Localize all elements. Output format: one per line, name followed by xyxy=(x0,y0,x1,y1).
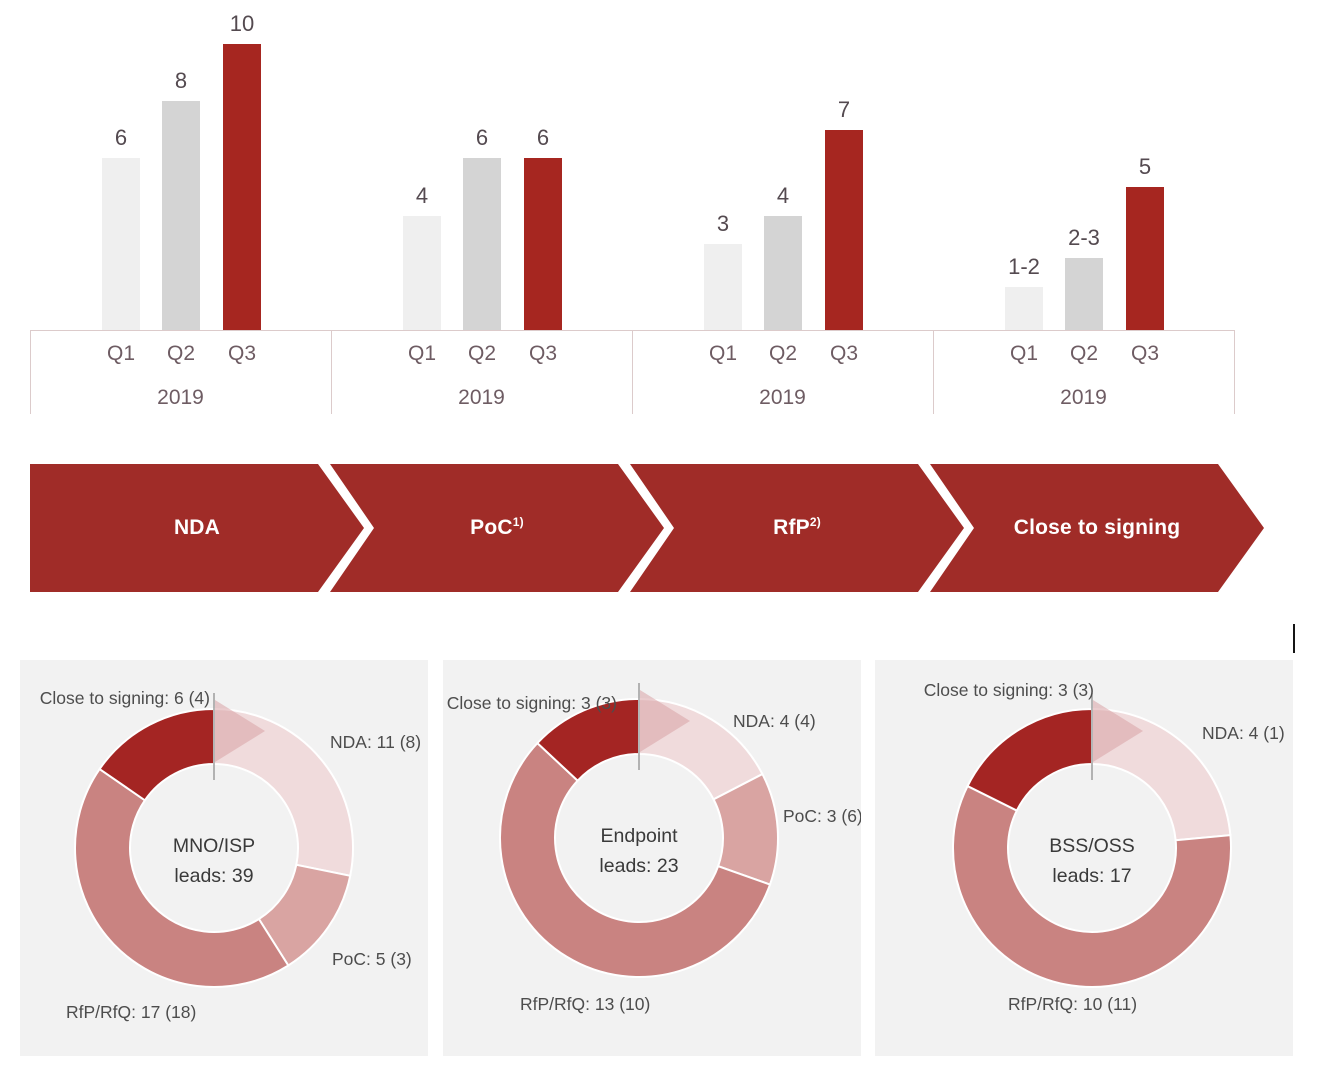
stage-label-superscript: 1) xyxy=(512,515,524,529)
axis-label-quarter: Q3 xyxy=(227,342,256,365)
bar-value-label: 8 xyxy=(174,68,188,93)
flow-direction-arrow-icon xyxy=(640,690,690,752)
quarterly-bar-chart: 6 Q1 8 Q2 10 Q3 2019 4 Q1 6 Q2 6 Q3 2019 3 Q1 4 Q2 7 Q3 2019… xyxy=(30,0,1235,415)
slice-label-nda: NDA: 4 (4) xyxy=(733,711,816,731)
slice-label-nda: NDA: 11 (8) xyxy=(330,732,421,752)
bar-value-label: 1-2 xyxy=(1008,254,1040,279)
bar-group: 1-2 Q1 2-3 Q2 5 Q3 2019 xyxy=(933,0,1234,415)
bar[interactable] xyxy=(223,44,261,330)
axis-label-quarter: Q3 xyxy=(1130,342,1159,365)
donut-slice-rfp[interactable] xyxy=(499,741,772,978)
stage-label: PoC1) xyxy=(470,516,524,540)
axis-label-quarter: Q3 xyxy=(528,342,557,365)
donut-slice-nda[interactable] xyxy=(213,707,354,877)
axis-label-quarter: Q2 xyxy=(467,342,496,365)
bar[interactable] xyxy=(463,158,501,330)
axis-separator-line xyxy=(933,330,934,414)
slice-label-close: Close to signing: 3 (3) xyxy=(924,680,1094,700)
bar-value-label: 10 xyxy=(229,11,255,36)
bar-group: 3 Q1 4 Q2 7 Q3 2019 xyxy=(632,0,933,415)
bar-group: 6 Q1 8 Q2 10 Q3 2019 xyxy=(30,0,331,415)
axis-label-year: 2019 xyxy=(157,386,204,409)
stage-label: Close to signing xyxy=(1014,516,1181,540)
stage-label-text: Close to signing xyxy=(1013,516,1181,539)
bar[interactable] xyxy=(1065,258,1103,330)
axis-label-quarter: Q1 xyxy=(407,342,436,365)
bar-value-label: 5 xyxy=(1138,154,1152,179)
bar[interactable] xyxy=(102,158,140,330)
axis-label-year: 2019 xyxy=(458,386,505,409)
bar[interactable] xyxy=(825,130,863,330)
bar-value-label: 3 xyxy=(716,211,730,236)
donut-center-label-line1: BSS/OSS xyxy=(1049,835,1135,857)
axis-label-quarter: Q1 xyxy=(106,342,135,365)
donut-center-label-line1: Endpoint xyxy=(601,825,679,847)
donut-panel: NDA: 4 (1) RfP/RfQ: 10 (11) Close to signi… xyxy=(875,660,1293,1056)
donut-center-label-line2: leads: 39 xyxy=(174,865,253,887)
axis-label-quarter: Q1 xyxy=(1009,342,1038,365)
axis-label-year: 2019 xyxy=(1060,386,1107,409)
slice-label-close: Close to signing: 3 (3) xyxy=(447,693,617,713)
flow-direction-arrow-icon xyxy=(215,700,265,762)
bar-group: 4 Q1 6 Q2 6 Q3 2019 xyxy=(331,0,632,415)
axis-label-quarter: Q3 xyxy=(829,342,858,365)
bar[interactable] xyxy=(704,244,742,330)
bar-value-label: 6 xyxy=(536,125,550,150)
slice-label-close: Close to signing: 6 (4) xyxy=(40,688,210,708)
axis-separator-line xyxy=(331,330,332,414)
axis-separator-line xyxy=(632,330,633,414)
axis-separator-line xyxy=(30,330,31,414)
slice-label-poc: PoC: 5 (3) xyxy=(332,949,412,969)
bar-value-label: 7 xyxy=(837,97,851,122)
bar-value-label: 6 xyxy=(114,125,128,150)
stage-label-superscript: 2) xyxy=(809,515,821,529)
stage-label-text: PoC xyxy=(470,516,513,539)
donut-chart[interactable]: NDA: 11 (8) PoC: 5 (3) RfP/RfQ: 17 (18) Clo… xyxy=(20,660,428,1056)
flow-direction-arrow-icon xyxy=(1093,700,1143,762)
donut-center-label-line2: leads: 23 xyxy=(599,855,678,877)
bar[interactable] xyxy=(1005,287,1043,330)
stage-label-text: NDA xyxy=(173,516,221,539)
axis-label-quarter: Q2 xyxy=(768,342,797,365)
donut-chart[interactable]: NDA: 4 (4) PoC: 3 (6) RfP/RfQ: 13 (10) Clos… xyxy=(443,660,861,1056)
donut-chart[interactable]: NDA: 4 (1) RfP/RfQ: 10 (11) Close to signi… xyxy=(875,660,1293,1056)
stage-label: NDA xyxy=(174,516,220,540)
axis-label-quarter: Q2 xyxy=(1069,342,1098,365)
stage-label-text: RfP xyxy=(773,516,810,539)
donut-slice-rfp[interactable] xyxy=(74,767,290,988)
slice-label-poc: PoC: 3 (6) xyxy=(783,806,861,826)
bar[interactable] xyxy=(764,216,802,330)
axis-separator-line xyxy=(1234,330,1235,414)
bar[interactable] xyxy=(403,216,441,330)
bar-value-label: 6 xyxy=(475,125,489,150)
bar[interactable] xyxy=(1126,187,1164,330)
donut-center-label-line1: MNO/ISP xyxy=(173,835,255,857)
bar-value-label: 4 xyxy=(415,183,429,208)
bar-value-label: 4 xyxy=(776,183,790,208)
stage-label: RfP2) xyxy=(773,516,821,540)
slice-label-rfp: RfP/RfQ: 10 (11) xyxy=(1008,994,1137,1014)
donut-center-label-line2: leads: 17 xyxy=(1052,865,1131,887)
donut-slice-rfp[interactable] xyxy=(952,784,1232,988)
funnel-stage-arrow[interactable]: NDA xyxy=(30,464,364,592)
text-cursor xyxy=(1293,624,1295,653)
bar-value-label: 2-3 xyxy=(1068,225,1100,250)
donut-panel: NDA: 11 (8) PoC: 5 (3) RfP/RfQ: 17 (18) Clo… xyxy=(20,660,428,1056)
axis-label-year: 2019 xyxy=(759,386,806,409)
axis-label-quarter: Q2 xyxy=(166,342,195,365)
slice-label-rfp: RfP/RfQ: 17 (18) xyxy=(66,1002,196,1022)
bar[interactable] xyxy=(162,101,200,330)
funnel-stage-arrow[interactable]: PoC1) xyxy=(330,464,664,592)
funnel-stage-arrow[interactable]: RfP2) xyxy=(630,464,964,592)
donut-slice-close[interactable] xyxy=(966,707,1093,812)
donut-panel: NDA: 4 (4) PoC: 3 (6) RfP/RfQ: 13 (10) Clos… xyxy=(443,660,861,1056)
axis-label-quarter: Q1 xyxy=(708,342,737,365)
bar[interactable] xyxy=(524,158,562,330)
funnel-stage-arrow[interactable]: Close to signing xyxy=(930,464,1264,592)
slice-label-rfp: RfP/RfQ: 13 (10) xyxy=(520,994,650,1014)
slice-label-nda: NDA: 4 (1) xyxy=(1202,723,1285,743)
